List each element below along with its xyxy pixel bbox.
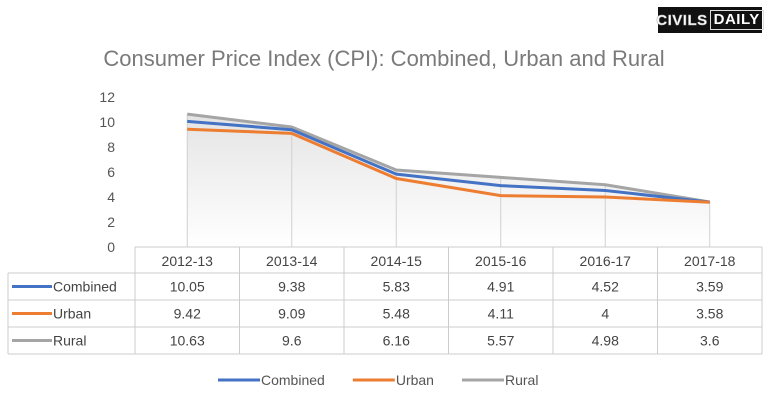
table-cell: 4.98 bbox=[592, 333, 619, 349]
table-row-label: Combined bbox=[53, 279, 117, 295]
table-cell: 6.16 bbox=[383, 333, 410, 349]
y-tick-label: 6 bbox=[107, 164, 115, 180]
table-cell: 10.63 bbox=[170, 333, 205, 349]
series-line-urban bbox=[187, 127, 710, 204]
table-header-cell: 2017-18 bbox=[684, 253, 736, 269]
table-cell: 4.91 bbox=[487, 279, 514, 295]
table-header-cell: 2016-17 bbox=[580, 253, 632, 269]
table-cell: 9.38 bbox=[278, 279, 305, 295]
series-line-combined bbox=[187, 119, 710, 204]
table-header-cell: 2013-14 bbox=[266, 253, 318, 269]
table-cell: 3.59 bbox=[696, 279, 723, 295]
table-cell: 4.11 bbox=[488, 306, 514, 322]
legend-label: Rural bbox=[505, 372, 538, 388]
table-row-label: Rural bbox=[53, 333, 86, 349]
y-tick-label: 10 bbox=[99, 114, 115, 130]
y-tick-label: 2 bbox=[107, 214, 115, 230]
table-cell: 5.48 bbox=[383, 306, 410, 322]
y-tick-label: 0 bbox=[107, 239, 115, 255]
legend-label: Urban bbox=[396, 372, 434, 388]
y-tick-label: 8 bbox=[107, 139, 115, 155]
series-line-rural bbox=[187, 112, 710, 204]
table-cell: 5.57 bbox=[487, 333, 514, 349]
table-header-cell: 2014-15 bbox=[371, 253, 423, 269]
table-cell: 9.6 bbox=[282, 333, 302, 349]
chart-title: Consumer Price Index (CPI): Combined, Ur… bbox=[103, 46, 665, 71]
y-tick-label: 4 bbox=[107, 189, 115, 205]
legend-label: Combined bbox=[261, 372, 325, 388]
y-tick-label: 12 bbox=[99, 89, 115, 105]
table-cell: 3.6 bbox=[700, 333, 720, 349]
table-cell: 4.52 bbox=[592, 279, 619, 295]
table-row-label: Urban bbox=[53, 306, 91, 322]
table-cell: 4 bbox=[601, 306, 609, 322]
table-header-cell: 2012-13 bbox=[162, 253, 214, 269]
table-cell: 9.42 bbox=[174, 306, 201, 322]
civils-daily-logo: CIVILS DAILY bbox=[656, 7, 764, 33]
table-cell: 5.83 bbox=[383, 279, 410, 295]
table-header-cell: 2015-16 bbox=[475, 253, 527, 269]
table-cell: 10.05 bbox=[170, 279, 205, 295]
table-cell: 3.58 bbox=[696, 306, 723, 322]
table-cell: 9.09 bbox=[278, 306, 305, 322]
